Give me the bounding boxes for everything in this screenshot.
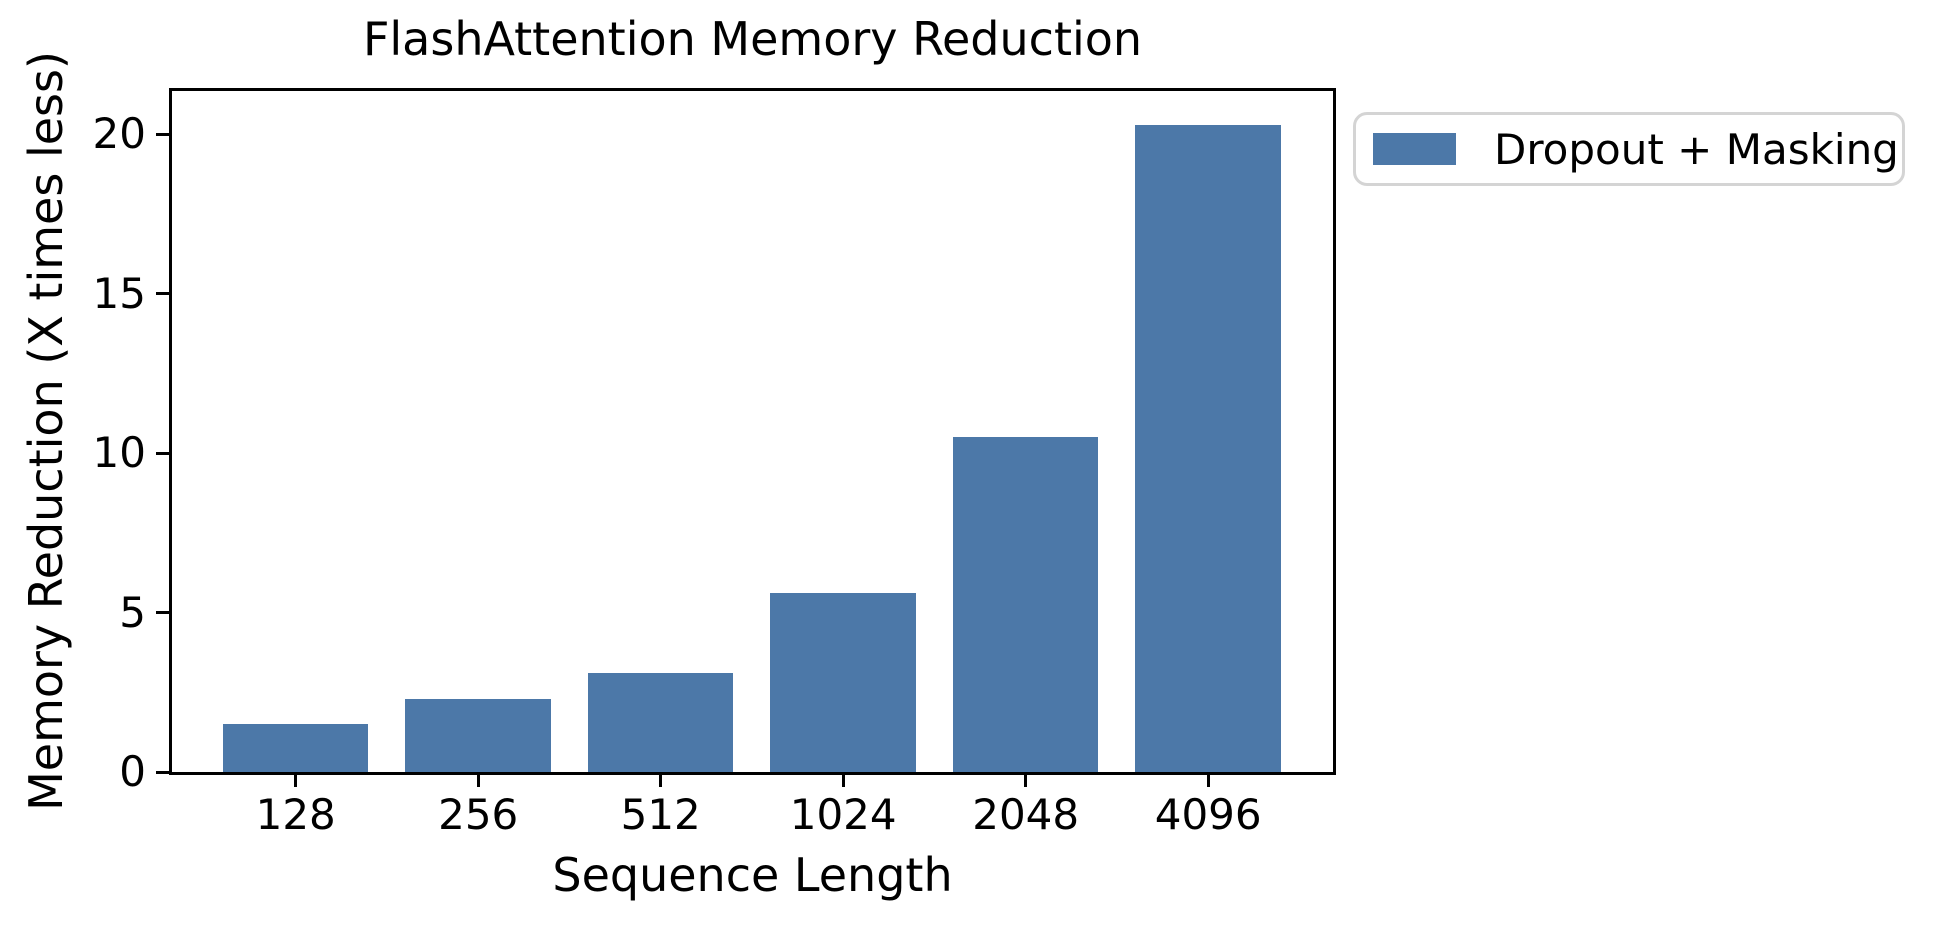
- x-tick-label: 1024: [789, 790, 897, 839]
- y-tick-mark: [156, 292, 172, 296]
- x-tick-mark: [1024, 772, 1028, 787]
- legend-label: Dropout + Masking: [1494, 124, 1899, 174]
- x-tick-mark: [841, 772, 845, 787]
- y-tick-label: 15: [92, 268, 146, 318]
- y-tick-label: 5: [119, 587, 146, 637]
- y-tick-mark: [156, 611, 172, 615]
- x-tick-label: 2048: [972, 790, 1080, 839]
- chart-title: FlashAttention Memory Reduction: [362, 12, 1143, 66]
- x-tick-label: 512: [620, 790, 701, 839]
- y-tick-label: 0: [119, 747, 146, 796]
- y-tick-mark: [156, 451, 172, 455]
- x-tick-mark: [1206, 772, 1210, 787]
- x-tick-label: 128: [255, 790, 336, 839]
- x-tick-mark: [476, 772, 480, 787]
- bar-1024: [770, 593, 916, 772]
- y-tick-label: 10: [92, 428, 146, 478]
- x-tick-mark: [294, 772, 298, 787]
- y-tick-mark: [156, 132, 172, 136]
- bar-4096: [1135, 124, 1281, 772]
- bar-256: [405, 698, 551, 772]
- bar-512: [587, 673, 734, 772]
- x-axis-label: Sequence Length: [552, 848, 953, 902]
- bar-2048: [952, 437, 1099, 772]
- x-tick-mark: [659, 772, 663, 787]
- bar-128: [222, 724, 369, 772]
- legend-swatch: [1373, 133, 1456, 165]
- x-tick-label: 256: [438, 790, 519, 839]
- y-axis-label: Memory Reduction (X times less): [19, 51, 73, 811]
- y-tick-mark: [156, 770, 172, 774]
- plot-area: 0 5 10 15 20 128 256 512 1024 2048 4096: [93, 88, 1336, 836]
- x-tick-label: 4096: [1154, 790, 1262, 839]
- legend: Dropout + Masking: [1353, 112, 1905, 186]
- y-tick-label: 20: [92, 109, 146, 159]
